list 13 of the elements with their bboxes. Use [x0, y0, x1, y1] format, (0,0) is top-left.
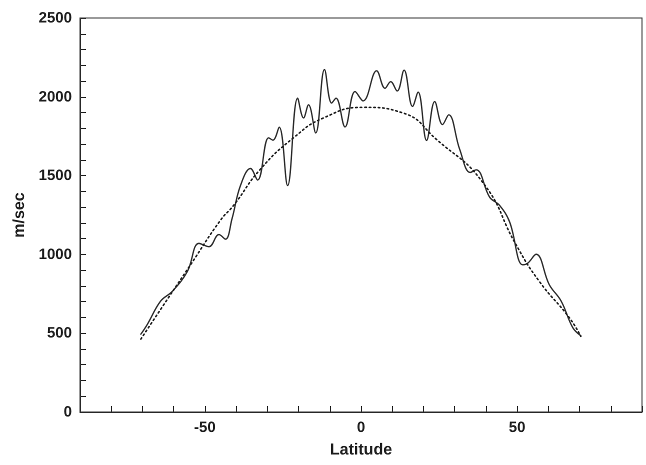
- x-tick-label: -50: [194, 419, 216, 436]
- y-tick-label: 500: [46, 324, 72, 342]
- y-tick-label: 2000: [38, 88, 72, 106]
- x-axis-title: Latitude: [330, 442, 392, 458]
- y-tick-label: 1000: [38, 246, 72, 263]
- y-tick-label: 1500: [38, 167, 72, 184]
- line-series: [140, 68, 582, 336]
- x-tick-label: 0: [356, 419, 366, 436]
- y-tick-label: 2500: [38, 10, 72, 26]
- y-axis-title: m/sec: [11, 192, 28, 238]
- x-tick-label: 50: [508, 419, 526, 436]
- line-series: [140, 106, 582, 340]
- y-tick-label: 0: [64, 404, 72, 420]
